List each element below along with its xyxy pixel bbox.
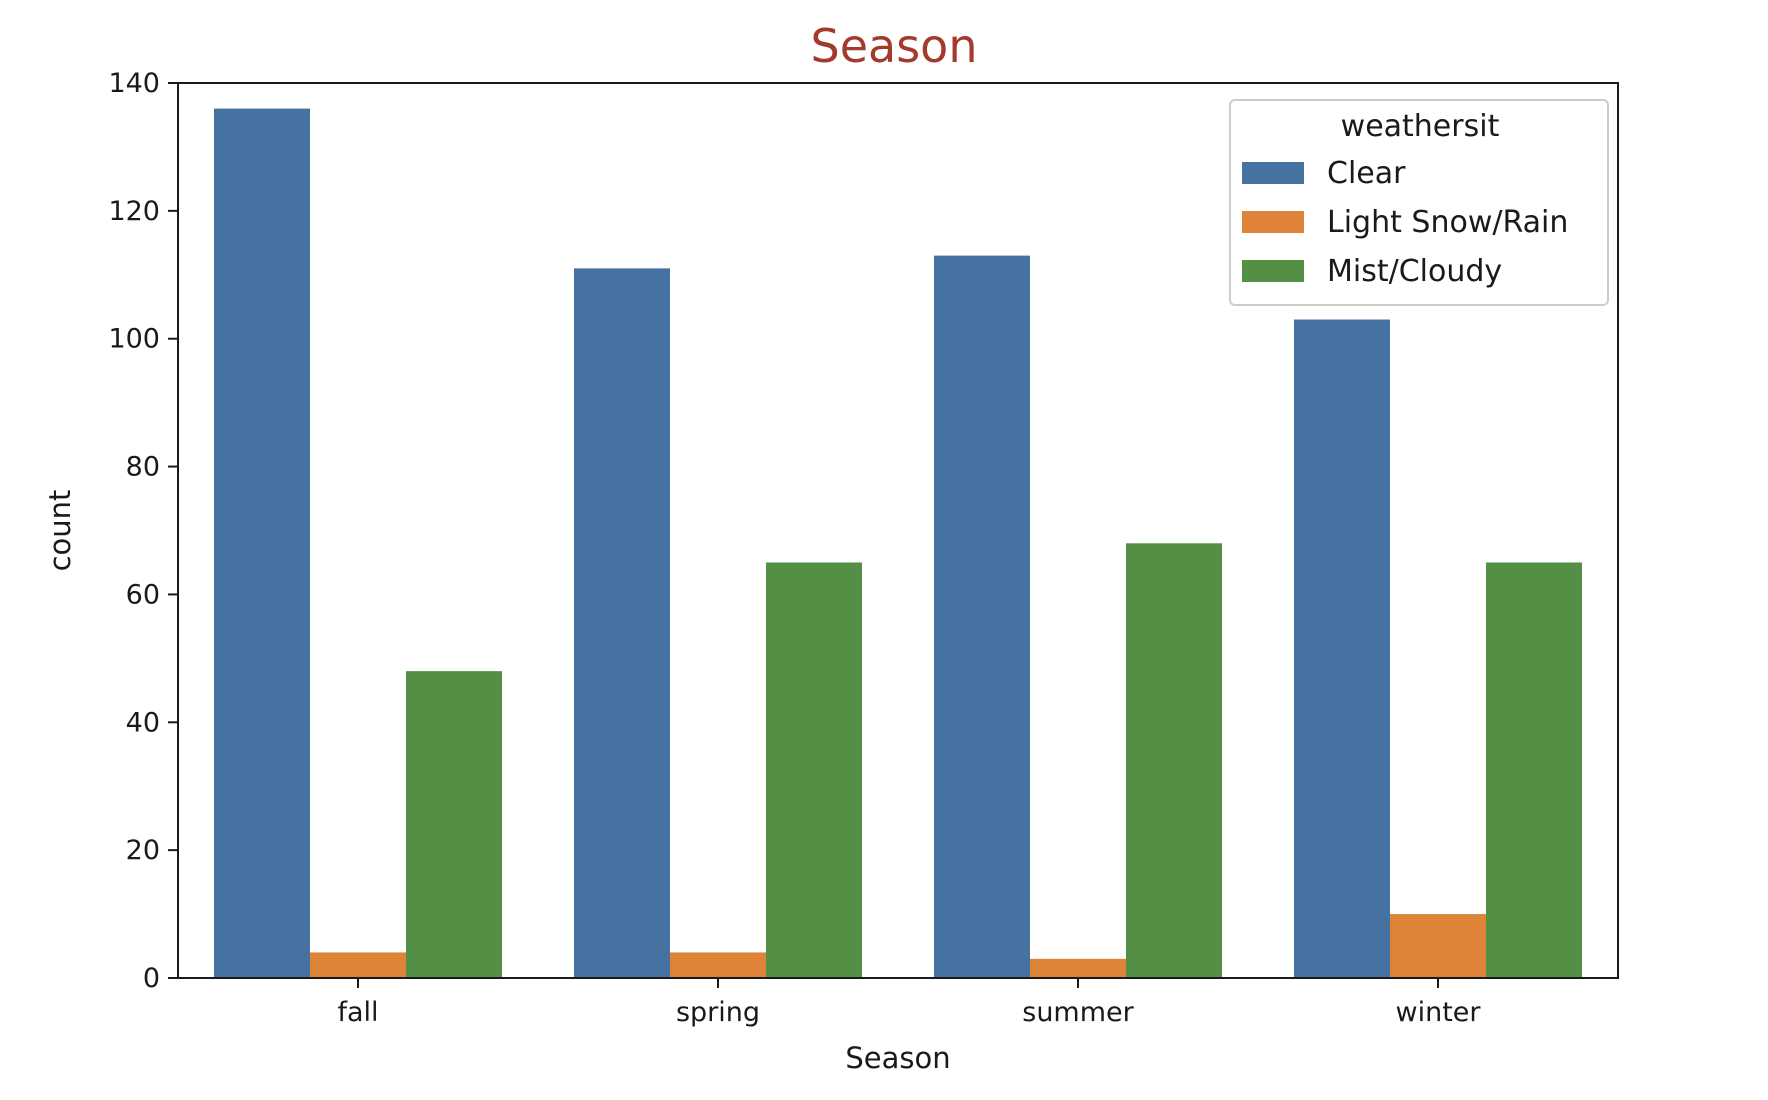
x-tick-label-fall: fall bbox=[337, 997, 378, 1028]
bar-mist-cloudy-winter bbox=[1486, 562, 1582, 978]
legend: weathersit Clear Light Snow/Rain Mist/Clou… bbox=[1229, 99, 1609, 306]
bar-clear-winter bbox=[1294, 319, 1390, 978]
legend-box bbox=[1229, 99, 1609, 306]
bar-clear-fall bbox=[214, 108, 310, 979]
y-tick-label: 100 bbox=[108, 324, 160, 355]
legend-label-1: Light Snow/Rain bbox=[1327, 205, 1568, 240]
bar-light-snow-rain-spring bbox=[670, 952, 766, 978]
plot-frame bbox=[177, 82, 1619, 979]
bar-light-snow-rain-winter bbox=[1390, 914, 1486, 978]
legend-label-2: Mist/Cloudy bbox=[1327, 254, 1502, 289]
legend-items: Clear Light Snow/Rain Mist/Cloudy bbox=[1242, 156, 1568, 289]
chart-title: Season bbox=[811, 19, 978, 73]
legend-label-0: Clear bbox=[1327, 156, 1406, 191]
y-tick-label: 140 bbox=[108, 68, 160, 99]
bar-mist-cloudy-fall bbox=[406, 671, 502, 978]
legend-swatch-0 bbox=[1242, 162, 1304, 184]
y-tick-label: 40 bbox=[126, 707, 160, 738]
bar-light-snow-rain-summer bbox=[1030, 958, 1126, 978]
bar-light-snow-rain-fall bbox=[310, 952, 406, 978]
x-tick-label-winter: winter bbox=[1396, 997, 1482, 1028]
x-axis-title: Season bbox=[845, 1041, 950, 1075]
y-tick-label: 60 bbox=[126, 579, 160, 610]
bar-clear-summer bbox=[934, 255, 1030, 978]
y-axis: 0 20 40 60 80 100 120 140 bbox=[108, 68, 178, 994]
y-axis-title: count bbox=[43, 490, 77, 572]
bars-group bbox=[214, 108, 1582, 979]
x-tick-label-summer: summer bbox=[1022, 997, 1134, 1028]
bar-clear-spring bbox=[574, 268, 670, 979]
bar-mist-cloudy-summer bbox=[1126, 543, 1222, 978]
legend-swatch-2 bbox=[1242, 260, 1304, 282]
y-tick-label: 120 bbox=[108, 196, 160, 227]
y-tick-label: 20 bbox=[126, 835, 160, 866]
y-tick-label: 0 bbox=[143, 963, 160, 994]
x-axis: fall spring summer winter bbox=[337, 978, 1481, 1028]
y-tick-label: 80 bbox=[126, 452, 160, 483]
x-tick-label-spring: spring bbox=[676, 997, 760, 1028]
legend-swatch-1 bbox=[1242, 211, 1304, 233]
legend-title: weathersit bbox=[1341, 109, 1500, 144]
bar-mist-cloudy-spring bbox=[766, 562, 862, 978]
